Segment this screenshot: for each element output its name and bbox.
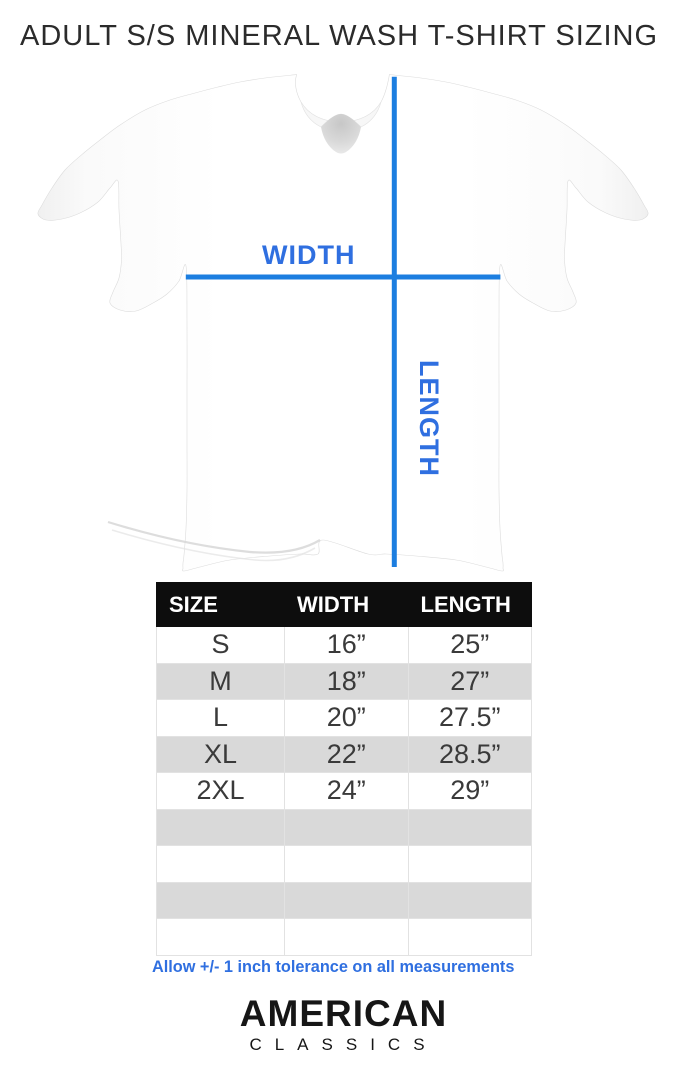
svg-text:LENGTH: LENGTH bbox=[414, 360, 444, 477]
svg-text:WIDTH: WIDTH bbox=[262, 240, 355, 270]
